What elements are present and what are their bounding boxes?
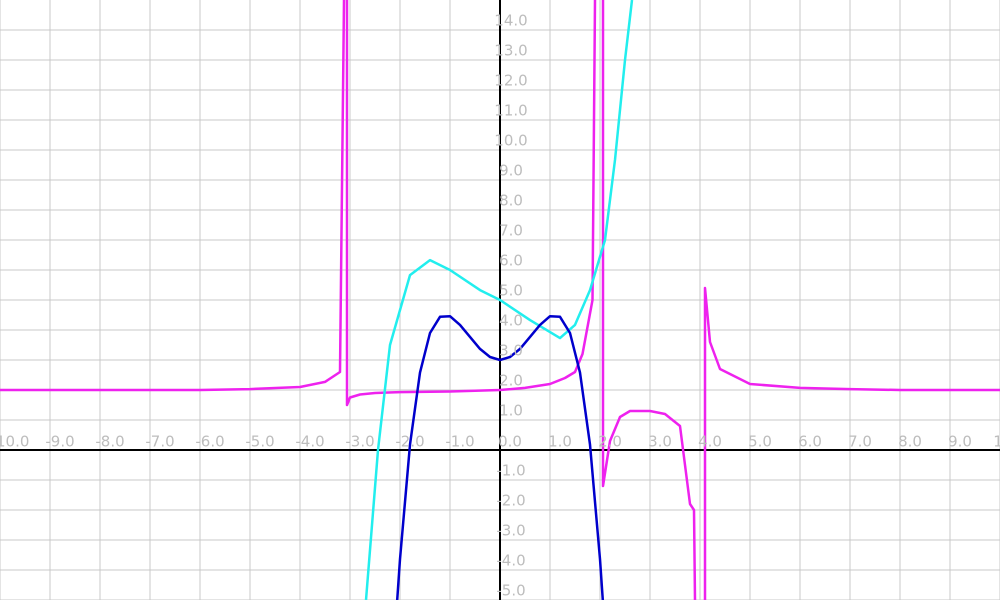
x-tick-label: 10.0 (993, 433, 1000, 451)
x-tick-label: 3.0 (648, 433, 672, 451)
y-tick-label: 13.0 (494, 42, 527, 60)
x-tick-label: 2.0 (598, 433, 622, 451)
y-tick-label: 1.0 (499, 402, 523, 420)
y-tick-label: -2.0 (496, 492, 525, 510)
y-tick-label: -4.0 (496, 552, 525, 570)
y-tick-label: 4.0 (499, 312, 523, 330)
x-tick-label: -6.0 (195, 433, 224, 451)
function-curve (364, 0, 634, 600)
x-tick-label: -10.0 (0, 433, 29, 451)
y-tick-label: 8.0 (499, 192, 523, 210)
y-tick-label: 7.0 (499, 222, 523, 240)
x-tick-label: 5.0 (748, 433, 772, 451)
x-tick-label: -4.0 (295, 433, 324, 451)
y-tick-label: 9.0 (499, 162, 523, 180)
y-tick-label: 12.0 (494, 72, 527, 90)
x-tick-label: 0.0 (498, 433, 522, 451)
x-tick-label: 4.0 (698, 433, 722, 451)
x-tick-label: -2.0 (395, 433, 424, 451)
y-tick-label: 5.0 (499, 282, 523, 300)
x-tick-label: 7.0 (848, 433, 872, 451)
x-tick-label: -3.0 (345, 433, 374, 451)
x-tick-label: -5.0 (245, 433, 274, 451)
function-curve (395, 314, 605, 600)
y-tick-label: -1.0 (496, 462, 525, 480)
x-tick-label: 6.0 (798, 433, 822, 451)
y-tick-label: 11.0 (494, 102, 527, 120)
y-tick-label: -5.0 (496, 582, 525, 600)
x-tick-label: 1.0 (548, 433, 572, 451)
x-tick-label: -8.0 (95, 433, 124, 451)
tick-labels: -10.0 -9.0 -8.0 -7.0 -6.0 -5.0 -4.0 -3.0 -2.0 -1.… (0, 12, 1000, 600)
x-tick-label: -1.0 (445, 433, 474, 451)
x-tick-label: 8.0 (898, 433, 922, 451)
y-tick-label: 14.0 (494, 12, 527, 30)
x-tick-label: -9.0 (45, 433, 74, 451)
y-tick-label: 10.0 (494, 132, 527, 150)
y-tick-label: 3.0 (499, 342, 523, 360)
x-tick-label: 9.0 (948, 433, 972, 451)
y-tick-label: 6.0 (499, 252, 523, 270)
y-tick-label: 2.0 (499, 372, 523, 390)
x-tick-label: -7.0 (145, 433, 174, 451)
y-tick-label: -3.0 (496, 522, 525, 540)
